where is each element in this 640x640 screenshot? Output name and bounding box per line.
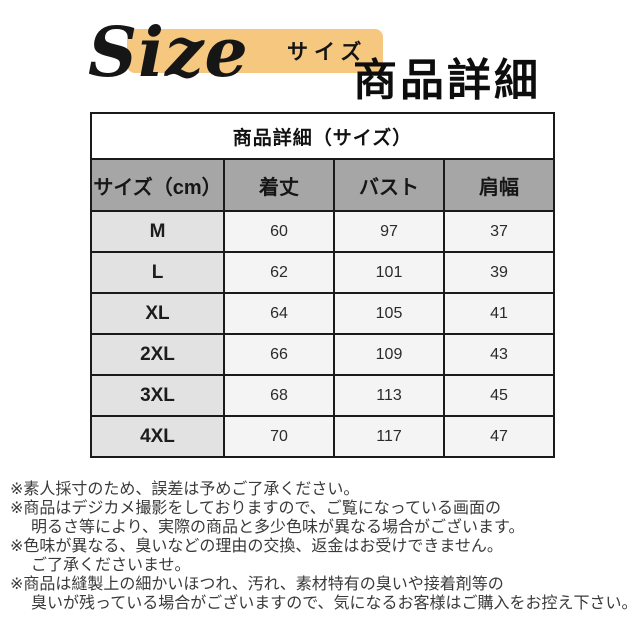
decorative-size-text: Size	[88, 13, 249, 93]
column-header-shoulder: 肩幅	[443, 158, 555, 212]
table-row: XL 64 105 41	[90, 292, 555, 335]
length-value: 64	[223, 292, 335, 335]
bust-value: 109	[333, 333, 445, 376]
shoulder-value: 37	[443, 210, 555, 253]
bust-value: 101	[333, 251, 445, 294]
header: Size サイズ 商品詳細	[0, 0, 640, 112]
length-value: 68	[223, 374, 335, 417]
bust-value: 117	[333, 415, 445, 458]
table-row: M 60 97 37	[90, 210, 555, 253]
table-caption: 商品詳細（サイズ）	[90, 112, 555, 160]
page-title: 商品詳細	[353, 55, 541, 106]
header-subtitle: サイズ	[287, 41, 368, 64]
column-header-size: サイズ（cm）	[90, 158, 225, 212]
note-line: ※色味が異なる、臭いなどの理由の交換、返金はお受けできません。	[10, 538, 503, 555]
size-label: 3XL	[90, 374, 225, 417]
note-line: 明るさ等により、実際の商品と多少色味が異なる場合がございます。	[31, 519, 525, 536]
note-line: ※素人採寸のため、誤差は予めご了承ください。	[10, 481, 360, 498]
table-row: L 62 101 39	[90, 251, 555, 294]
size-label: M	[90, 210, 225, 253]
size-label: 2XL	[90, 333, 225, 376]
length-value: 62	[223, 251, 335, 294]
bust-value: 105	[333, 292, 445, 335]
bust-value: 113	[333, 374, 445, 417]
table-row: 4XL 70 117 47	[90, 415, 555, 458]
shoulder-value: 43	[443, 333, 555, 376]
note-line: 臭いが残っている場合がございますので、気になるお客様はご購入をお控え下さい。	[31, 595, 638, 612]
bust-value: 97	[333, 210, 445, 253]
note-line: ※商品は縫製上の細かいほつれ、汚れ、素材特有の臭いや接着剤等の	[10, 576, 504, 593]
shoulder-value: 45	[443, 374, 555, 417]
table-row: 3XL 68 113 45	[90, 374, 555, 417]
table-row: 2XL 66 109 43	[90, 333, 555, 376]
shoulder-value: 47	[443, 415, 555, 458]
header-highlight-bar	[127, 29, 383, 73]
size-label: 4XL	[90, 415, 225, 458]
length-value: 60	[223, 210, 335, 253]
column-header-length: 着丈	[223, 158, 335, 212]
disclaimer-notes: ※素人採寸のため、誤差は予めご了承ください。 ※商品はデジカメ撮影をしております…	[10, 480, 638, 613]
length-value: 66	[223, 333, 335, 376]
shoulder-value: 39	[443, 251, 555, 294]
size-label: L	[90, 251, 225, 294]
shoulder-value: 41	[443, 292, 555, 335]
size-label: XL	[90, 292, 225, 335]
size-table: 商品詳細（サイズ） サイズ（cm） 着丈 バスト 肩幅 M 60 97 37 L…	[90, 112, 555, 458]
column-header-bust: バスト	[333, 158, 445, 212]
note-line: ご了承くださいませ。	[31, 557, 191, 574]
length-value: 70	[223, 415, 335, 458]
note-line: ※商品はデジカメ撮影をしておりますので、ご覧になっている画面の	[10, 500, 502, 517]
table-caption-row: 商品詳細（サイズ）	[90, 112, 555, 160]
table-header-row: サイズ（cm） 着丈 バスト 肩幅	[90, 158, 555, 212]
